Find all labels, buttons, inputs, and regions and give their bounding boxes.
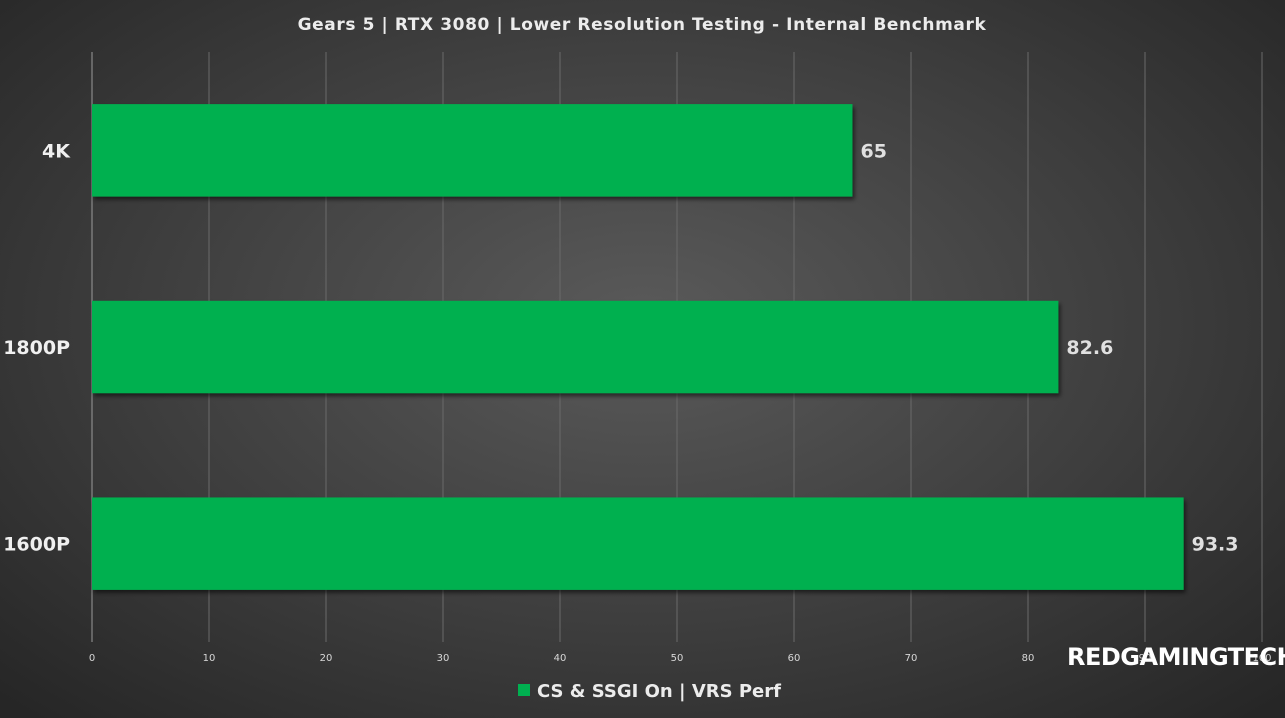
- data-label: 93.3: [1192, 534, 1239, 556]
- category-labels: 4K 1800P 1600P: [3, 140, 71, 555]
- x-tick-label: 20: [320, 653, 333, 664]
- bar: [92, 497, 1184, 590]
- x-tick-label: 90: [1139, 653, 1152, 664]
- bars: [92, 104, 1184, 590]
- x-tick-label: 10: [203, 653, 216, 664]
- data-label: 65: [861, 140, 887, 162]
- x-tick-label: 60: [788, 653, 801, 664]
- x-tick-label: 100: [1252, 653, 1271, 664]
- x-tick-label: 0: [89, 653, 95, 664]
- x-tick-label: 30: [437, 653, 450, 664]
- bar: [92, 104, 853, 197]
- category-label: 1800P: [3, 337, 70, 359]
- x-tick-label: 50: [671, 653, 684, 664]
- chart-title: Gears 5 | RTX 3080 | Lower Resolution Te…: [298, 15, 987, 35]
- watermark-logo: REDGAMINGTECH: [1067, 643, 1285, 671]
- x-tick-label: 40: [554, 653, 567, 664]
- data-label: 82.6: [1066, 337, 1113, 359]
- legend-label: CS & SSGI On | VRS Perf: [537, 681, 781, 702]
- x-tick-label: 70: [905, 653, 918, 664]
- category-label: 4K: [42, 140, 71, 162]
- x-tick-label: 80: [1022, 653, 1035, 664]
- legend-swatch: [518, 684, 530, 696]
- value-labels: 65 82.6 93.3: [861, 140, 1239, 555]
- legend: CS & SSGI On | VRS Perf: [518, 681, 781, 702]
- x-axis-tick-labels: 0 10 20 30 40 50 60 70 80 90 100: [89, 653, 1272, 664]
- category-label: 1600P: [3, 534, 70, 556]
- bar: [92, 300, 1059, 394]
